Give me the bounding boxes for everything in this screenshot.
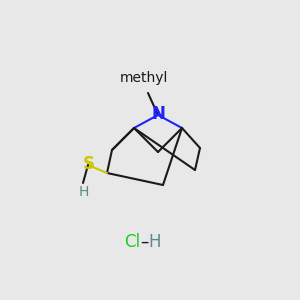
Text: methyl: methyl bbox=[120, 71, 168, 85]
Text: H: H bbox=[79, 185, 89, 199]
Text: H: H bbox=[148, 233, 161, 251]
Text: S: S bbox=[83, 155, 95, 173]
Text: –: – bbox=[140, 233, 148, 251]
Text: Cl: Cl bbox=[124, 233, 140, 251]
Text: N: N bbox=[151, 105, 165, 123]
